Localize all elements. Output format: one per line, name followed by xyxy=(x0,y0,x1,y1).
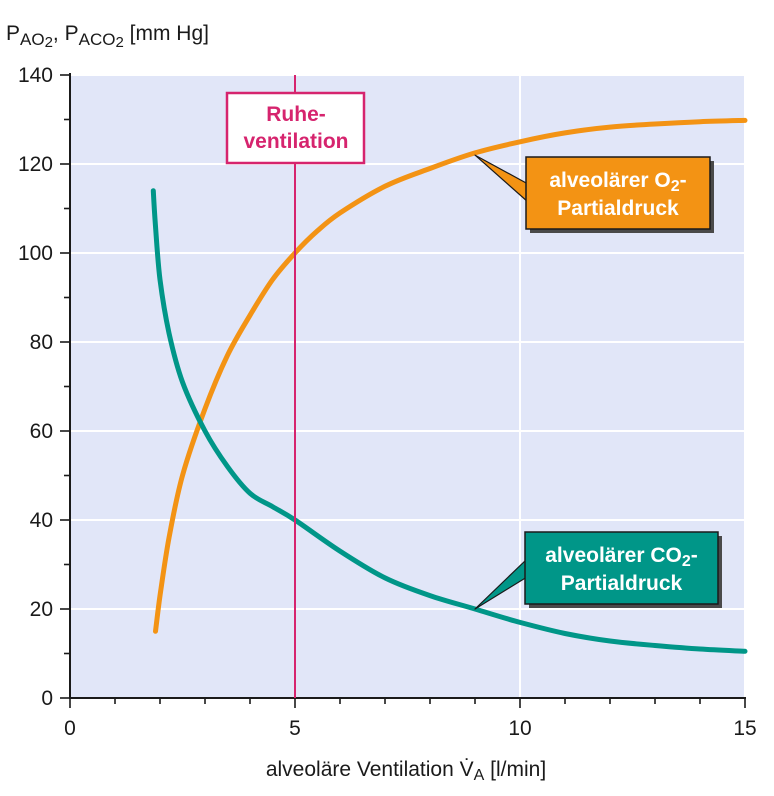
reference-line-group: Ruhe-ventilation xyxy=(225,75,366,698)
x-tick-label: 10 xyxy=(508,717,531,740)
y-tick-label: 100 xyxy=(18,242,53,265)
y-tick-label: 0 xyxy=(41,687,53,710)
annotation-co2: alveolärer CO2-Partialdruck xyxy=(474,531,722,610)
series-line-o2 xyxy=(153,117,748,634)
y-tick-label: 40 xyxy=(30,509,53,532)
annotation-text-line1: alveolärer O2- xyxy=(549,169,686,195)
series-line-co2 xyxy=(150,188,748,654)
annotation-box xyxy=(525,156,711,230)
x-axis-title: alveoläre Ventilation V̇A [l/min] xyxy=(266,758,546,784)
axes: 0 20 40 60 80 100 120 140 0 5 10 15 xyxy=(18,64,757,740)
x-tick-label: 5 xyxy=(289,717,301,740)
annotation-text-line2: Partialdruck xyxy=(561,572,683,595)
y-tick-label: 140 xyxy=(18,64,53,87)
annotation-text-line2: Partialdruck xyxy=(557,197,679,220)
reference-label-line: Ruhe- xyxy=(266,103,326,126)
x-tick-label: 0 xyxy=(64,717,76,740)
y-tick-label: 20 xyxy=(30,598,53,621)
y-tick-label: 60 xyxy=(30,420,53,443)
reference-label-line: ventilation xyxy=(243,130,348,153)
annotation-box xyxy=(524,531,719,605)
reference-label-box xyxy=(225,91,366,165)
annotation-o2: alveolärer O2-Partialdruck xyxy=(474,154,714,233)
y-tick-label: 80 xyxy=(30,331,53,354)
series xyxy=(150,117,748,654)
x-tick-label: 15 xyxy=(733,717,756,740)
y-axis-title: PAO2, PACO2 [mm Hg] xyxy=(6,22,209,51)
y-tick-label: 120 xyxy=(18,153,53,176)
annotation-text-line1: alveolärer CO2- xyxy=(545,544,697,570)
